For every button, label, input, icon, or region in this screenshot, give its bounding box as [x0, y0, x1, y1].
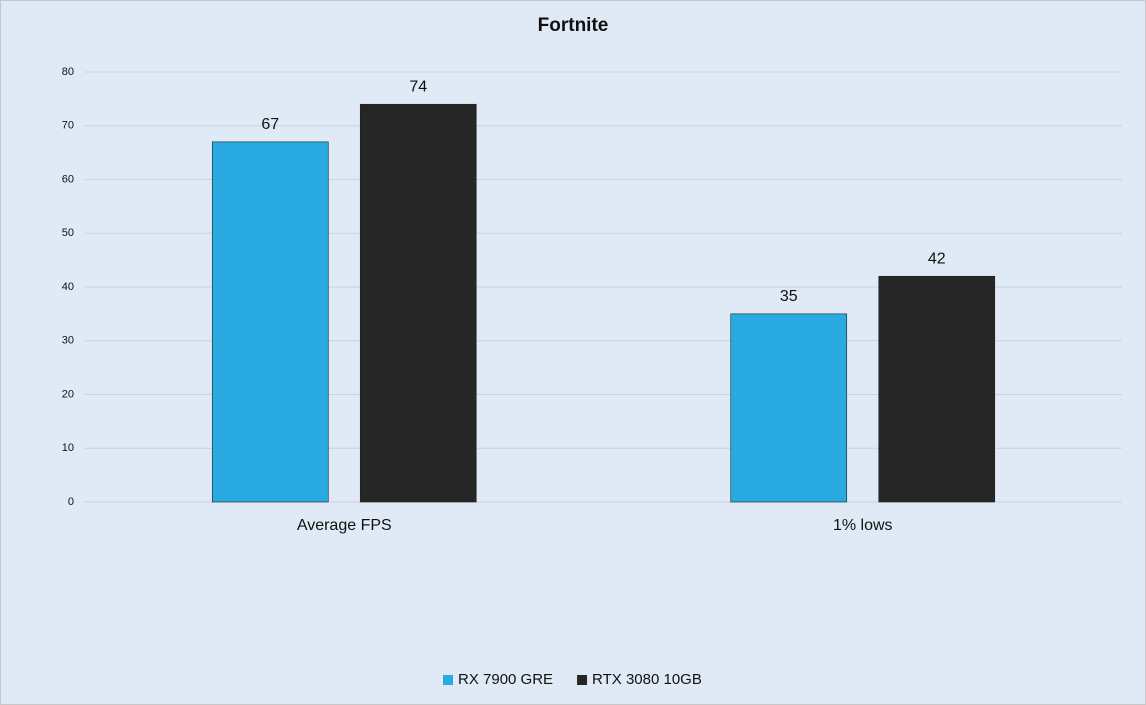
- y-tick-label: 50: [62, 227, 74, 239]
- x-tick-label: 1% lows: [833, 517, 893, 534]
- bar: [878, 275, 996, 503]
- legend-label: RTX 3080 10GB: [592, 671, 702, 688]
- value-label: 67: [261, 116, 279, 133]
- y-tick-label: 40: [62, 281, 74, 293]
- y-tick-label: 80: [62, 66, 74, 78]
- bar: [359, 103, 477, 503]
- chart-title: Fortnite: [538, 15, 609, 36]
- y-tick-label: 60: [62, 173, 74, 185]
- legend-label: RX 7900 GRE: [458, 671, 553, 688]
- legend-swatch: [443, 675, 453, 685]
- value-label: 42: [928, 250, 946, 267]
- y-tick-label: 10: [62, 442, 74, 454]
- value-label: 35: [780, 288, 798, 305]
- y-tick-label: 0: [68, 496, 74, 508]
- bar: [730, 313, 848, 503]
- y-tick-label: 20: [62, 388, 74, 400]
- bar: [211, 141, 329, 503]
- value-label: 74: [409, 78, 427, 95]
- x-tick-label: Average FPS: [297, 517, 392, 534]
- y-tick-label: 70: [62, 120, 74, 132]
- y-tick-label: 30: [62, 335, 74, 347]
- legend-swatch: [577, 675, 588, 685]
